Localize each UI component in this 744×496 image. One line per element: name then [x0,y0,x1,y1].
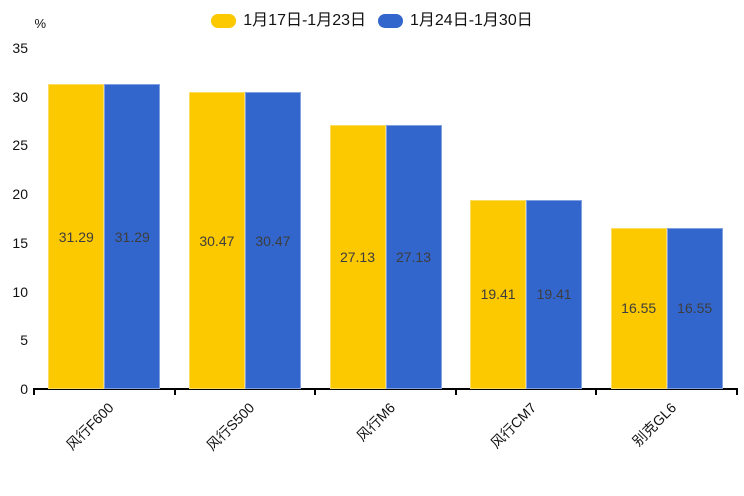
x-axis-category-label: 风行F600 [63,399,118,454]
y-axis-tick-label: 30 [12,88,28,105]
y-axis-tick-label: 25 [12,137,28,154]
bar: 16.55 [666,227,723,389]
bar: 19.41 [526,199,583,389]
bar-value-label: 19.41 [480,286,516,303]
y-axis-tick-label: 10 [12,283,28,300]
bar: 30.47 [244,92,301,389]
y-axis-tick-label: 15 [12,234,28,251]
legend: 1月17日-1月23日 1月24日-1月30日 [0,12,744,30]
x-axis-tick-mark [173,388,176,395]
bar-value-label: 30.47 [199,232,235,249]
bar: 16.55 [610,227,667,389]
x-axis-category-label: 风行S500 [203,399,258,454]
legend-swatch-blue [378,14,403,28]
y-axis-tick-label: 20 [12,186,28,203]
x-axis-tick-mark [314,388,317,395]
x-axis-category-label: 风行M6 [353,399,399,445]
x-axis-tick-mark [454,388,457,395]
legend-swatch-yellow [211,14,237,28]
y-axis-tick-label: 0 [20,381,28,397]
bar-value-label: 16.55 [621,300,657,317]
bar: 31.29 [104,84,161,389]
x-axis-category-label: 别克GL6 [629,399,680,450]
bar-value-label: 16.55 [677,300,713,317]
bar-value-label: 31.29 [58,228,94,245]
bar: 31.29 [48,84,105,389]
legend-label: 1月24日-1月30日 [410,12,533,29]
bar: 19.41 [470,199,527,389]
x-axis-tick-mark [736,388,738,395]
bar: 27.13 [329,124,386,389]
bar-value-label: 27.13 [395,248,432,265]
y-axis-tick-label: 35 [12,40,28,56]
bar: 30.47 [188,92,245,389]
y-axis-unit-label: % [34,16,46,31]
x-axis-tick-mark [33,388,35,395]
y-axis-tick-label: 5 [20,332,28,349]
legend-item-series-2: 1月24日-1月30日 [378,12,533,30]
bar-value-label: 30.47 [255,232,291,249]
bar-value-label: 19.41 [536,286,572,303]
legend-item-series-1: 1月17日-1月23日 [211,12,366,30]
bar-value-label: 27.13 [339,248,376,265]
bar-value-label: 31.29 [114,228,150,245]
bar: 27.13 [385,124,442,389]
legend-label: 1月17日-1月23日 [243,12,366,29]
x-axis-line [34,388,738,390]
x-axis-tick-mark [595,388,598,395]
x-axis-category-label: 风行CM7 [486,399,539,452]
